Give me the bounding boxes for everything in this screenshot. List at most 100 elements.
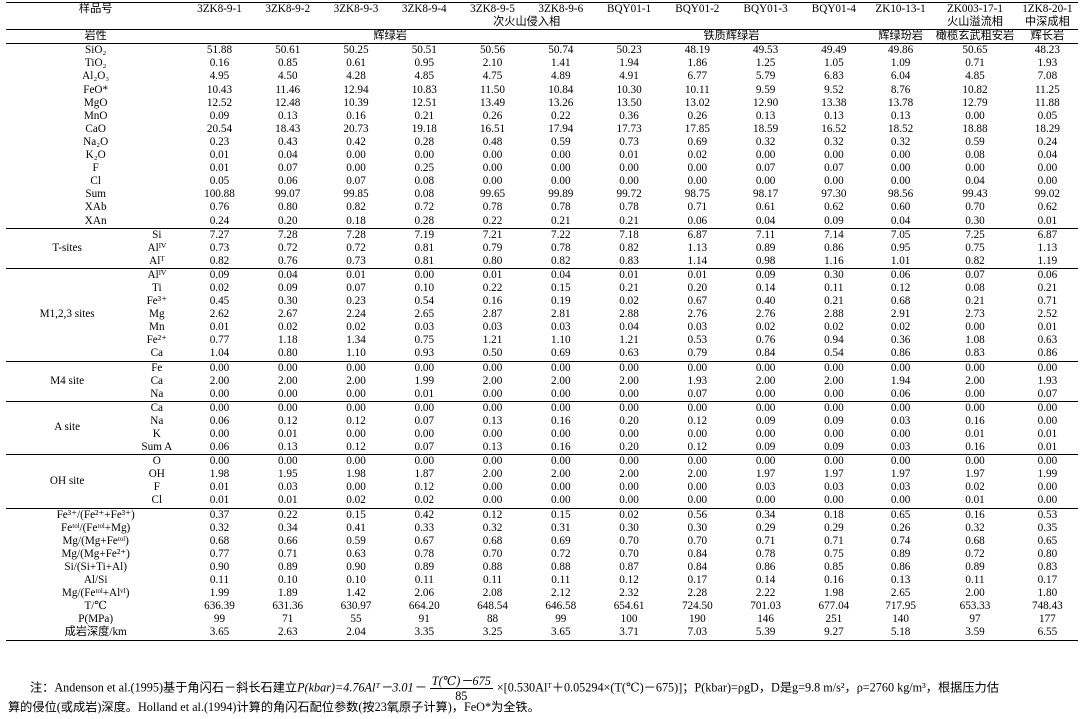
table-cell: 9.59 [755, 83, 776, 96]
table-cell: 1.08 [965, 334, 985, 347]
table-cell: 0.12 [458, 507, 527, 522]
site-parameter-label: O [128, 454, 186, 469]
table-cell: 0.20 [619, 441, 639, 454]
table-cell: 97.30 [821, 188, 847, 201]
table-cell: 0.08 [414, 175, 435, 188]
table-row: SiO₂ 51.88 50.61 50.25 50.51 50.56 50.74 50.23 4… [6, 43, 1078, 58]
table-cell: 0.04 [253, 267, 322, 282]
table-cell: 55 [350, 613, 362, 626]
site-parameter-label: Alᵀ [149, 254, 165, 267]
table-cell: 0.43 [277, 135, 298, 148]
table-cell: 20.73 [343, 122, 369, 135]
table-cell: 0.00 [687, 162, 708, 175]
table-cell: 0.53 [1016, 507, 1078, 522]
table-cell: 0.34 [731, 507, 800, 522]
table-cell: 0.74 [890, 534, 911, 547]
site-group-label: M4 site [6, 360, 129, 402]
ratio-label: Fe³⁺/(Fe²⁺+Fe³⁺) [6, 507, 186, 522]
table-cell: 5.79 [755, 70, 776, 83]
table-cell: 0.82 [209, 254, 230, 267]
table-cell: 0.00 [551, 428, 571, 440]
table-cell: 18.52 [888, 122, 914, 135]
table-cell: 2.00 [619, 374, 639, 387]
table-cell: 1.05 [824, 57, 844, 70]
table-cell: 7.05 [868, 227, 934, 242]
table-cell: 0.09 [185, 267, 254, 282]
table-cell: 0.65 [868, 507, 934, 522]
table-cell: 0.07 [687, 387, 708, 400]
table-cell: 0.15 [321, 507, 391, 522]
table-cell: 0.12 [414, 481, 435, 494]
table-row: P(MPa) 99 71 55 91 88 99 100 190 146 251 140 97 177 [6, 613, 1078, 626]
table-cell: 0.01 [458, 267, 527, 282]
table-cell: 0.03 [414, 321, 435, 334]
table-cell: 0.71 [965, 57, 985, 70]
footnote-formula-rhs: ×[0.530Alᵀ＋0.05294×(T(℃)－675)]；P(kbar)=ρ… [496, 680, 999, 695]
table-row: Ca 1.04 0.80 1.10 0.93 0.50 0.69 0.63 0.79 0.84 0.… [6, 347, 1078, 361]
table-cell: 0.84 [687, 547, 708, 560]
table-cell: 5.39 [731, 626, 800, 641]
table-cell: 0.93 [414, 347, 435, 360]
table-cell: 0.09 [277, 281, 298, 294]
site-parameter-label: Na [150, 414, 164, 427]
table-cell: 4.89 [551, 70, 571, 83]
table-cell: 0.07 [824, 162, 844, 175]
table-row: Al₂O₃ 4.95 4.50 4.28 4.85 4.75 4.89 4.91 6.77 5.7… [6, 70, 1078, 83]
table-cell: 1.98 [209, 468, 230, 481]
site-parameter-label: Ca [150, 374, 164, 387]
table-cell: 1.25 [755, 57, 776, 70]
table-cell: 17.94 [548, 122, 574, 135]
table-cell: 50.25 [321, 43, 391, 58]
table-row: T/℃ 636.39 631.36 630.97 664.20 648.54 646.58 6… [6, 600, 1078, 613]
table-cell: 648.54 [477, 600, 508, 613]
table-cell: 0.33 [414, 521, 435, 534]
table-cell: 0.03 [824, 481, 844, 494]
table-cell: 88 [486, 613, 499, 626]
table-cell: 13.50 [616, 96, 642, 109]
table-row: Fe³⁺ 0.45 0.30 0.23 0.54 0.16 0.19 0.02 0.67 0.40… [6, 295, 1078, 308]
table-cell: 2.88 [824, 308, 844, 321]
table-cell: 0.00 [965, 109, 985, 122]
table-cell: 0.17 [687, 574, 708, 587]
table-cell: 0.12 [346, 441, 366, 454]
table-cell: 0.26 [687, 109, 708, 122]
table-cell: 0.23 [346, 295, 366, 308]
table-cell: 4.91 [619, 70, 639, 83]
table-row: A site Ca 0.00 0.00 0.00 0.00 0.00 0.00 0.00 0.00… [6, 400, 1078, 455]
table-cell: 0.00 [551, 387, 571, 400]
facies-header [868, 16, 933, 30]
site-parameter-label: F [153, 481, 160, 494]
table-cell: 0.00 [1016, 360, 1078, 375]
table-cell: 0.72 [277, 241, 298, 254]
table-cell: 0.03 [890, 414, 911, 427]
table-cell: 0.76 [209, 201, 230, 214]
sample-id-header: ZK003-17-1 [933, 2, 1017, 17]
table-cell: 2.00 [687, 468, 708, 481]
table-cell: 0.00 [482, 175, 503, 188]
table-cell: 0.00 [965, 321, 985, 334]
lithology-header: 辉长岩 [1016, 29, 1078, 44]
table-cell: 0.82 [619, 241, 639, 254]
table-cell: 0.81 [414, 254, 435, 267]
table-cell: 1.04 [209, 347, 230, 360]
ratio-label: Si/(Si+Ti+Al) [64, 560, 127, 573]
table-cell: 0.22 [551, 109, 571, 122]
table-cell: 11.46 [275, 83, 301, 96]
table-cell: 0.80 [482, 254, 503, 267]
table-cell: 50.56 [458, 43, 527, 58]
table-cell: 0.80 [277, 347, 298, 360]
table-cell: 0.02 [414, 494, 435, 507]
table-cell: 0.01 [209, 162, 230, 175]
table-cell: 0.40 [755, 295, 776, 308]
table-cell: 3.65 [185, 626, 254, 641]
table-cell: 0.00 [551, 481, 571, 494]
table-cell: 0.59 [346, 534, 366, 547]
sample-id-header: BQY01-1 [594, 2, 664, 17]
table-cell: 0.00 [594, 400, 664, 415]
table-cell: 0.00 [663, 454, 732, 469]
table-cell: 0.00 [755, 494, 776, 507]
oxide-label: Sum [85, 188, 106, 201]
table-cell: 1.16 [824, 254, 844, 267]
table-cell: 0.01 [594, 267, 664, 282]
table-cell: 0.03 [890, 441, 911, 454]
